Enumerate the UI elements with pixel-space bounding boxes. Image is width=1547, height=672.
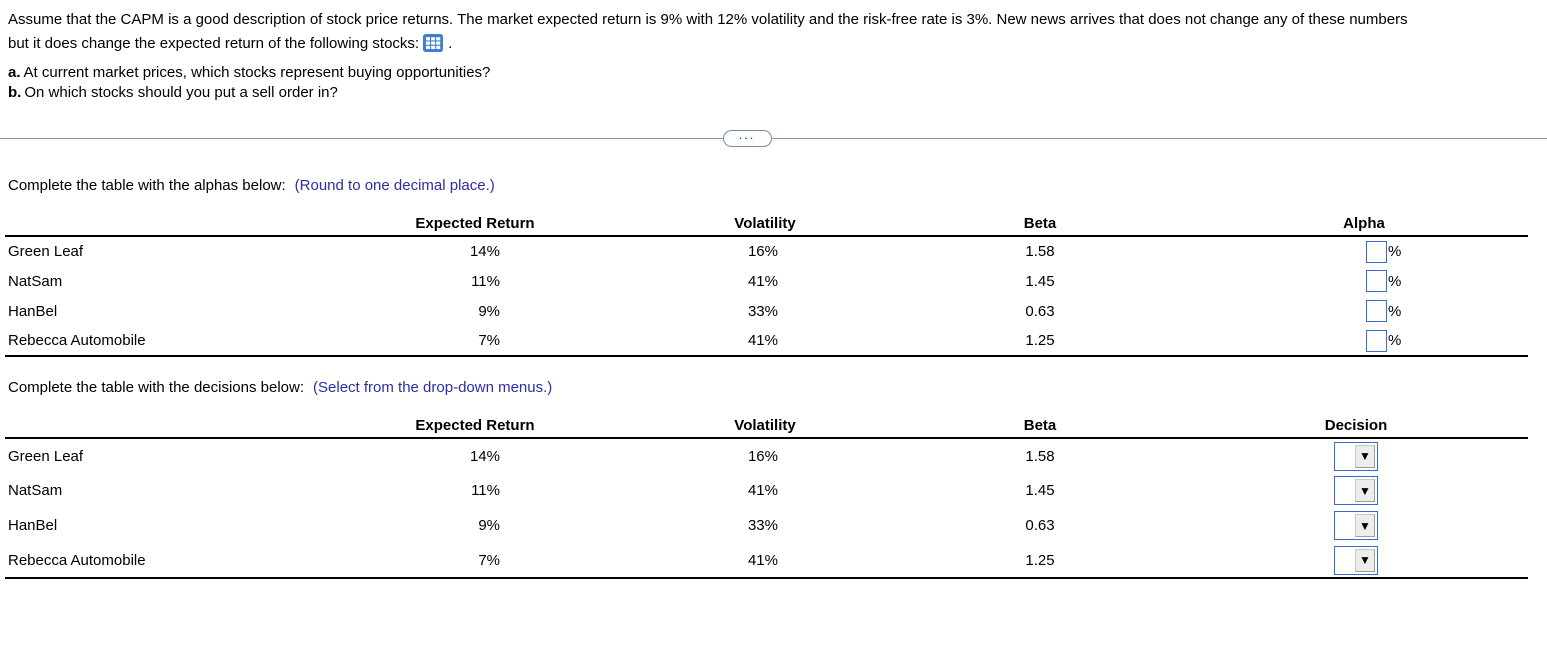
percent-label: % xyxy=(1388,272,1402,290)
question-a: a. At current market prices, which stocks… xyxy=(8,64,491,81)
volatility-cell: 33% xyxy=(747,302,778,320)
header-decision: Decision xyxy=(1324,417,1388,434)
table-row: NatSam 11% 41% 1.45 ▼ xyxy=(5,473,1528,508)
alpha-input[interactable] xyxy=(1366,329,1387,352)
decision-dropdown[interactable]: ▼ xyxy=(1334,441,1378,471)
percent-label: % xyxy=(1388,332,1402,349)
stock-name-cell: NatSam xyxy=(8,482,63,499)
expected-return-cell: 9% xyxy=(478,517,500,534)
alpha-input[interactable] xyxy=(1366,240,1387,263)
expected-return-cell: 7% xyxy=(478,551,500,569)
stock-name-cell: Rebecca Automobile xyxy=(8,332,146,349)
beta-cell: 1.25 xyxy=(1025,551,1055,569)
beta-cell: 0.63 xyxy=(1025,302,1055,320)
decision-instruction: Complete the table with the decisions be… xyxy=(8,379,553,396)
data-table-icon[interactable] xyxy=(423,34,444,52)
expected-return-cell: 7% xyxy=(478,332,500,349)
header-beta: Beta xyxy=(1023,417,1057,434)
beta-cell: 1.45 xyxy=(1025,272,1055,290)
table-row: NatSam 11% 41% 1.45 % xyxy=(5,266,1528,296)
table-row: HanBel 9% 33% 0.63 ▼ xyxy=(5,508,1528,543)
volatility-cell: 41% xyxy=(747,551,778,569)
question-b-label: b. xyxy=(8,84,22,101)
section-toggle-button[interactable]: ... xyxy=(723,130,772,147)
header-alpha: Alpha xyxy=(1343,215,1385,232)
table-row: Rebecca Automobile 7% 41% 1.25 % xyxy=(5,326,1528,356)
header-expected-return: Expected Return xyxy=(415,417,535,434)
table-row: Green Leaf 14% 16% 1.58 ▼ xyxy=(5,438,1528,473)
problem-text-line2: but it does change the expected return o… xyxy=(8,34,453,52)
expected-return-cell: 11% xyxy=(471,272,500,290)
empty-header-cell xyxy=(5,416,330,438)
alpha-instruction: Complete the table with the alphas below… xyxy=(8,177,495,194)
beta-cell: 1.45 xyxy=(1025,482,1055,499)
dropdown-arrow-icon: ▼ xyxy=(1355,548,1375,572)
volatility-cell: 41% xyxy=(747,332,778,349)
question-b: b. On which stocks should you put a sell … xyxy=(8,84,338,101)
expected-return-cell: 9% xyxy=(478,302,500,320)
header-volatility: Volatility xyxy=(734,417,796,434)
dropdown-arrow-icon: ▼ xyxy=(1355,514,1375,537)
stock-name-cell: NatSam xyxy=(8,272,63,290)
volatility-cell: 33% xyxy=(747,517,778,534)
decision-table-header-row: Expected Return Volatility Beta Decision xyxy=(5,416,1528,438)
decision-instruction-note: (Select from the drop-down menus.) xyxy=(313,379,553,396)
ellipsis-icon: ... xyxy=(739,131,756,141)
decision-table: Expected Return Volatility Beta Decision… xyxy=(5,416,1528,579)
stock-name-cell: Green Leaf xyxy=(8,447,84,465)
expected-return-cell: 14% xyxy=(469,243,500,260)
volatility-cell: 41% xyxy=(747,272,778,290)
alpha-instruction-note: (Round to one decimal place.) xyxy=(294,177,495,194)
volatility-cell: 16% xyxy=(747,447,778,465)
decision-dropdown[interactable]: ▼ xyxy=(1334,511,1378,540)
problem-text-line1: Assume that the CAPM is a good descripti… xyxy=(8,11,1408,28)
table-row: HanBel 9% 33% 0.63 % xyxy=(5,296,1528,326)
section-divider xyxy=(0,138,1547,139)
expected-return-cell: 14% xyxy=(469,447,500,465)
stock-name-cell: HanBel xyxy=(8,517,58,534)
alpha-input[interactable] xyxy=(1366,270,1387,292)
header-expected-return: Expected Return xyxy=(415,215,535,232)
dropdown-arrow-icon: ▼ xyxy=(1355,479,1375,502)
alpha-table: Expected Return Volatility Beta Alpha Gr… xyxy=(5,214,1528,357)
question-a-label: a. xyxy=(8,64,21,81)
empty-header-cell xyxy=(5,214,330,236)
expected-return-cell: 11% xyxy=(471,482,500,499)
alpha-input[interactable] xyxy=(1366,300,1387,322)
decision-dropdown[interactable]: ▼ xyxy=(1334,545,1378,575)
beta-cell: 1.58 xyxy=(1025,447,1055,465)
table-row: Rebecca Automobile 7% 41% 1.25 ▼ xyxy=(5,543,1528,578)
volatility-cell: 41% xyxy=(747,482,778,499)
stock-name-cell: HanBel xyxy=(8,302,58,320)
decision-dropdown[interactable]: ▼ xyxy=(1334,476,1378,505)
volatility-cell: 16% xyxy=(747,243,778,260)
dropdown-arrow-icon: ▼ xyxy=(1355,444,1375,468)
beta-cell: 1.25 xyxy=(1025,332,1055,349)
header-beta: Beta xyxy=(1023,215,1057,232)
table-row: Green Leaf 14% 16% 1.58 % xyxy=(5,236,1528,266)
questions: a. At current market prices, which stocks… xyxy=(8,63,490,103)
percent-label: % xyxy=(1388,302,1402,320)
beta-cell: 0.63 xyxy=(1025,517,1055,534)
stock-name-cell: Rebecca Automobile xyxy=(8,551,146,569)
stock-name-cell: Green Leaf xyxy=(8,243,84,260)
header-volatility: Volatility xyxy=(734,215,796,232)
alpha-table-header-row: Expected Return Volatility Beta Alpha xyxy=(5,214,1528,236)
beta-cell: 1.58 xyxy=(1025,243,1055,260)
problem-statement: Assume that the CAPM is a good descripti… xyxy=(8,8,1408,56)
percent-label: % xyxy=(1388,243,1402,260)
